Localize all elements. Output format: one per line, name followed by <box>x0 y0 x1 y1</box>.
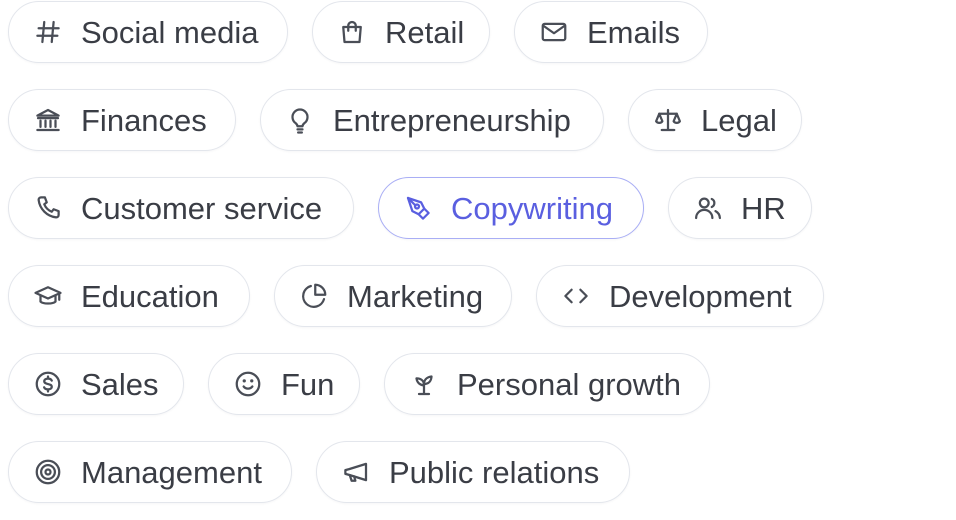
chip-label: Personal growth <box>457 367 682 402</box>
pie-chart-icon <box>299 281 329 311</box>
phone-icon <box>33 193 63 223</box>
chip-public-relations[interactable]: Public relations <box>316 441 630 503</box>
chip-label: Management <box>81 455 262 490</box>
pen-tool-icon <box>403 193 433 223</box>
chip-education[interactable]: Education <box>8 265 250 327</box>
chip-label: Legal <box>701 103 777 138</box>
chip-label: Education <box>81 279 219 314</box>
chip-label: Marketing <box>347 279 484 314</box>
chip-label: Public relations <box>389 455 600 490</box>
target-icon <box>33 457 63 487</box>
chip-label: Emails <box>587 15 681 50</box>
chip-marketing[interactable]: Marketing <box>274 265 512 327</box>
smile-icon <box>233 369 263 399</box>
hash-icon <box>33 17 63 47</box>
chip-finances[interactable]: Finances <box>8 89 236 151</box>
shopping-bag-icon <box>337 17 367 47</box>
chip-personal-growth[interactable]: Personal growth <box>384 353 710 415</box>
dollar-circle-icon <box>33 369 63 399</box>
chip-label: Social media <box>81 15 259 50</box>
chip-label: Copywriting <box>451 191 613 226</box>
chip-label: Finances <box>81 103 207 138</box>
code-icon <box>561 281 591 311</box>
chip-customer-service[interactable]: Customer service <box>8 177 354 239</box>
chip-label: Fun <box>281 367 335 402</box>
chip-retail[interactable]: Retail <box>312 1 490 63</box>
chip-legal[interactable]: Legal <box>628 89 802 151</box>
chip-label: Sales <box>81 367 159 402</box>
chip-hr[interactable]: HR <box>668 177 812 239</box>
chip-social-media[interactable]: Social media <box>8 1 288 63</box>
chip-development[interactable]: Development <box>536 265 824 327</box>
graduation-cap-icon <box>33 281 63 311</box>
lightbulb-icon <box>285 105 315 135</box>
chip-entrepreneurship[interactable]: Entrepreneurship <box>260 89 604 151</box>
scale-icon <box>653 105 683 135</box>
chip-emails[interactable]: Emails <box>514 1 708 63</box>
chip-label: Entrepreneurship <box>333 103 571 138</box>
chip-label: Customer service <box>81 191 323 226</box>
chip-label: HR <box>741 191 786 226</box>
sprout-icon <box>409 369 439 399</box>
users-icon <box>693 193 723 223</box>
chip-copywriting[interactable]: Copywriting <box>378 177 644 239</box>
megaphone-icon <box>341 457 371 487</box>
mail-icon <box>539 17 569 47</box>
chip-management[interactable]: Management <box>8 441 292 503</box>
chip-sales[interactable]: Sales <box>8 353 184 415</box>
chip-fun[interactable]: Fun <box>208 353 360 415</box>
bank-icon <box>33 105 63 135</box>
chip-label: Retail <box>385 15 465 50</box>
chip-label: Development <box>609 279 792 314</box>
